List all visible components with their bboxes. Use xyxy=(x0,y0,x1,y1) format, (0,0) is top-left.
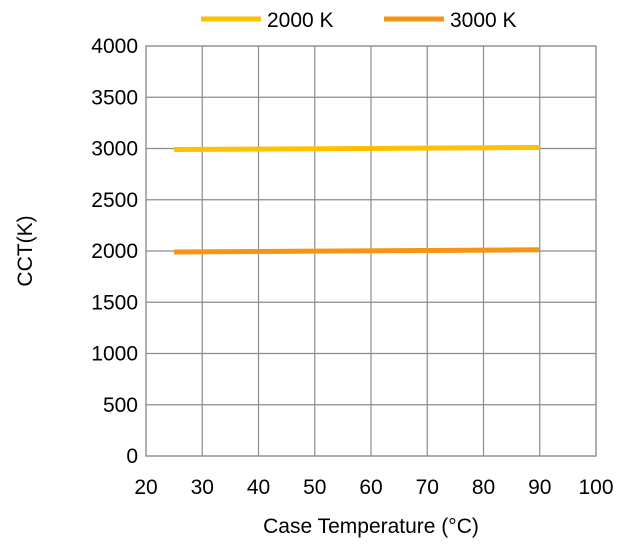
plot-frame xyxy=(145,45,597,457)
y-tick-label: 0 xyxy=(126,445,138,468)
x-tick-label: 50 xyxy=(303,476,326,499)
x-axis-title: Case Temperature (°C) xyxy=(263,515,479,538)
x-tick-label: 70 xyxy=(416,476,439,499)
legend-label-2: 3000 K xyxy=(450,9,517,32)
x-tick-label: 100 xyxy=(578,476,613,499)
y-tick-label: 1500 xyxy=(91,291,138,314)
y-tick-label: 3000 xyxy=(91,138,138,161)
y-tick-label: 4000 xyxy=(91,35,138,58)
series-line-2 xyxy=(174,247,540,255)
x-tick-label: 30 xyxy=(191,476,214,499)
series-lines xyxy=(174,144,540,255)
x-tick-label: 60 xyxy=(359,476,382,499)
y-tick-label: 1000 xyxy=(91,343,138,366)
series-line-1 xyxy=(174,144,540,153)
y-tick-label: 2500 xyxy=(91,189,138,212)
y-axis-title: CCT(K) xyxy=(14,215,37,286)
x-tick-label: 40 xyxy=(247,476,270,499)
y-tick-labels: 0 500 1000 1500 2000 2500 3000 3500 4000 xyxy=(91,35,138,468)
legend: 2000 K 3000 K xyxy=(201,9,517,32)
x-tick-label: 80 xyxy=(472,476,495,499)
y-tick-label: 500 xyxy=(103,394,138,417)
y-tick-label: 2000 xyxy=(91,240,138,263)
x-tick-label: 90 xyxy=(528,476,551,499)
x-tick-label: 20 xyxy=(134,476,157,499)
y-tick-label: 3500 xyxy=(91,86,138,109)
legend-label-1: 2000 K xyxy=(267,9,334,32)
x-tick-labels: 20 30 40 50 60 70 80 90 100 xyxy=(134,476,613,499)
